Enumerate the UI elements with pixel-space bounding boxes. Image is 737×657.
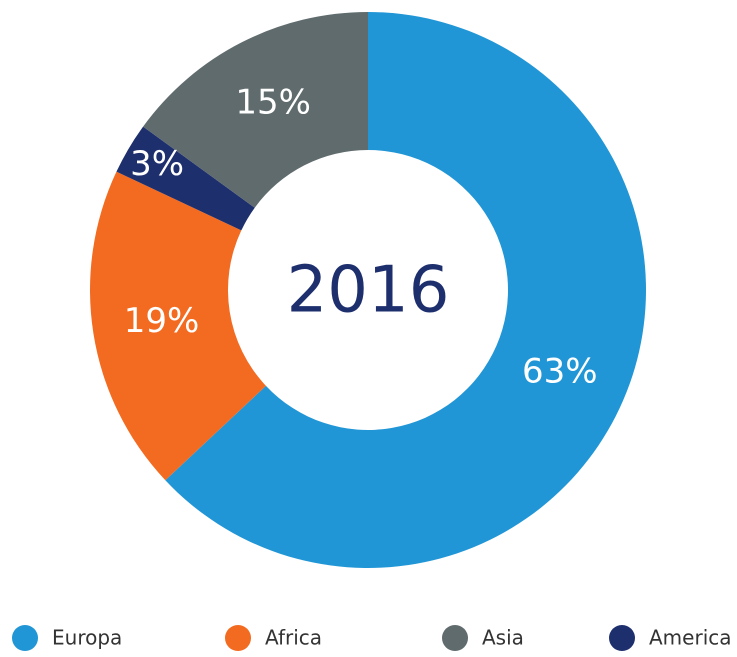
value-label: 63% [522,352,598,392]
value-label: 3% [130,144,184,184]
donut-slice [90,171,266,481]
legend-swatch [12,625,38,651]
donut-slice [165,12,646,568]
legend-label: Europa [52,626,122,650]
legend-label: Asia [482,626,524,650]
value-label: 15% [235,82,311,122]
center-label: 2016 [287,254,450,328]
legend-swatch [225,625,251,651]
legend-swatch [609,625,635,651]
legend-label: America [649,626,732,650]
legend-swatch [442,625,468,651]
donut-slice [116,126,255,231]
legend: Europa Africa Asia America [12,625,732,651]
donut-slice [143,11,368,208]
value-label: 19% [124,301,200,341]
legend-label: Africa [265,626,322,650]
